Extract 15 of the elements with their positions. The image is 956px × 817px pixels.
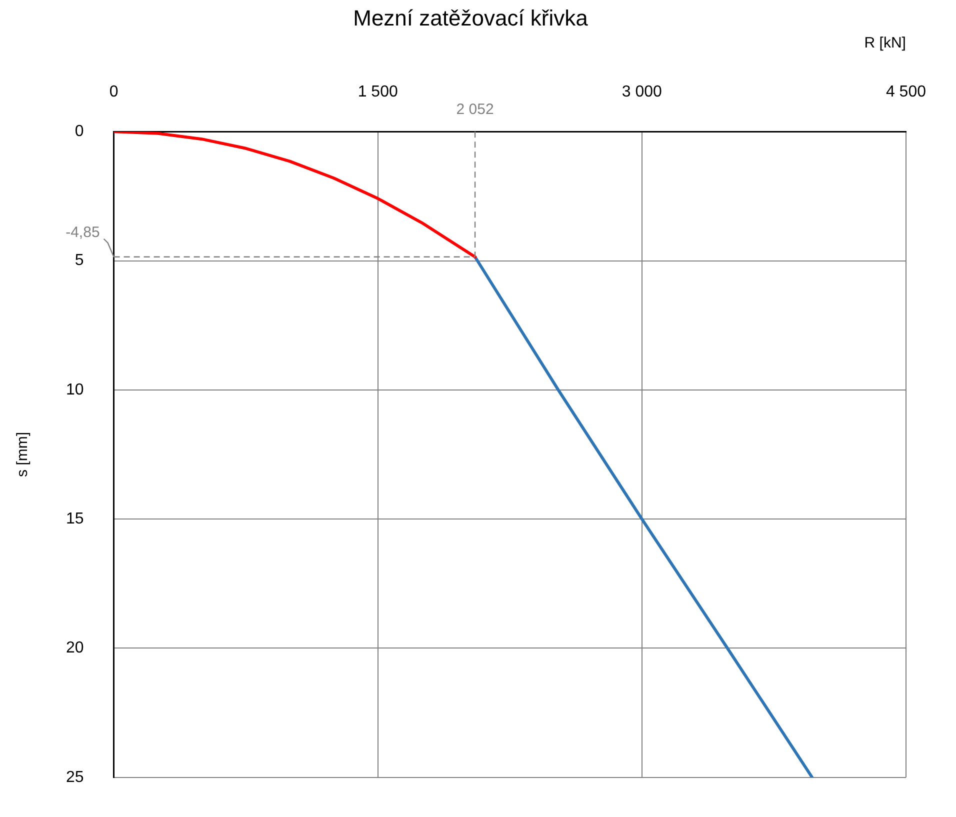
text: -4,85	[66, 224, 100, 242]
ref-line-label: 2 052	[456, 101, 494, 118]
x-tick-label: 1 500	[358, 83, 398, 100]
chart-title: Mezní zatěžovací křivka	[353, 5, 589, 30]
y-tick-label: 0	[74, 123, 84, 140]
x-axis-title: R [kN]	[864, 34, 906, 52]
x-tick-label: 0	[109, 83, 118, 100]
y-tick-label: 25	[66, 768, 84, 786]
y-tick-label: 15	[66, 510, 84, 528]
x-tick-label: 4 500	[886, 83, 926, 100]
y-tick-label: 20	[66, 640, 84, 657]
y-tick-label: 5	[74, 252, 84, 270]
y-axis-title: s [mm]	[14, 432, 32, 477]
x-tick-label: 3 000	[622, 83, 662, 100]
y-tick-label: 10	[66, 381, 84, 398]
